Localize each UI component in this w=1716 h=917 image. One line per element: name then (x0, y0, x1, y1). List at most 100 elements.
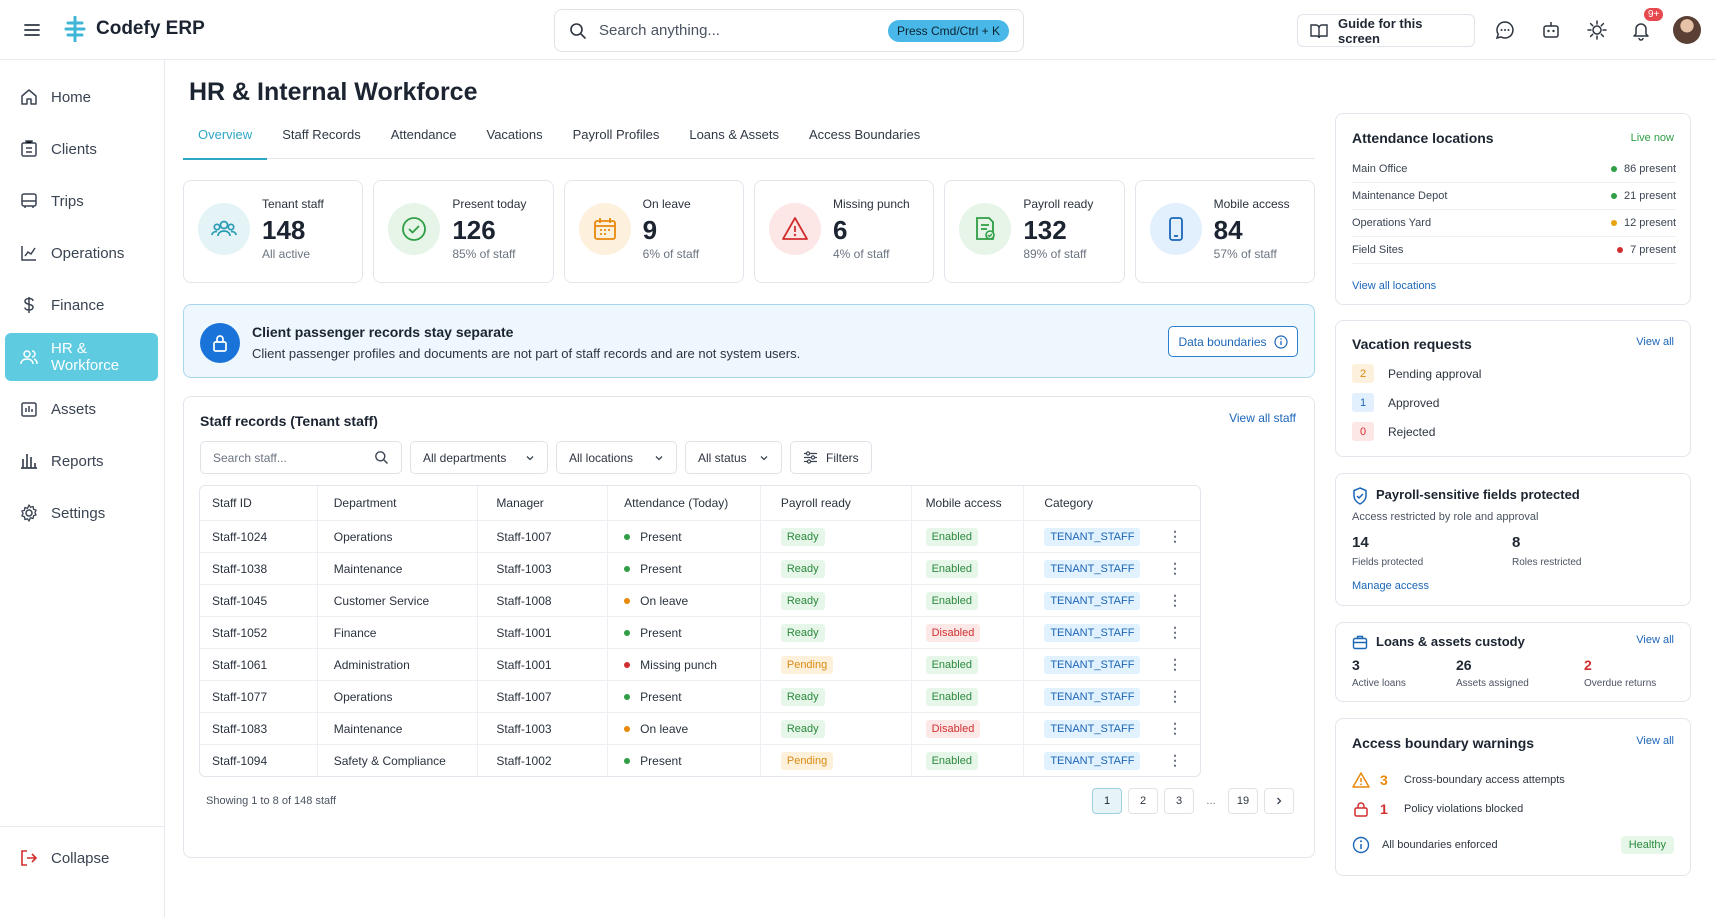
vacation-row[interactable]: 1 Approved (1352, 393, 1439, 412)
kpi-card-payroll-ready[interactable]: Payroll ready 132 89% of staff (944, 180, 1125, 283)
location-select[interactable]: All locations (556, 441, 677, 474)
status-select[interactable]: All status (685, 441, 782, 474)
table-row[interactable]: Staff-1038 Maintenance Staff-1003 Present Re… (200, 552, 1200, 584)
location-name: Field Sites (1352, 244, 1404, 256)
attendance-status: Present (640, 689, 682, 704)
kpi-sub: 89% of staff (1023, 247, 1087, 261)
brand[interactable]: Codefy ERP (64, 16, 205, 42)
sidebar-item-settings[interactable]: Settings (5, 489, 158, 537)
more-vertical-icon[interactable]: ⋮ (1168, 560, 1183, 576)
menu-icon[interactable] (22, 20, 42, 40)
page-button[interactable]: 19 (1228, 788, 1258, 814)
sidebar-item-reports[interactable]: Reports (5, 437, 158, 485)
location-row[interactable]: Field Sites 7 present (1352, 237, 1676, 264)
tab-vacations[interactable]: Vacations (486, 127, 543, 142)
cell-staff-id: Staff-1052 (200, 617, 318, 648)
manager: Staff-1003 (496, 561, 552, 576)
department: Maintenance (333, 561, 403, 576)
table-row[interactable]: Staff-1083 Maintenance Staff-1003 On leave R… (200, 712, 1200, 744)
select-value: All departments (423, 450, 507, 465)
kpi-sub: 4% of staff (832, 247, 890, 261)
page-button[interactable]: 3 (1164, 788, 1194, 814)
kpi-card-missing-punch[interactable]: Missing punch 6 4% of staff (753, 180, 935, 283)
page-button[interactable]: 1 (1092, 788, 1122, 814)
view-all-vacations-link[interactable]: View all (1636, 336, 1674, 348)
location-count: 21 present (1624, 190, 1676, 202)
chevron-down-icon (525, 453, 535, 463)
data-boundaries-button[interactable]: Data boundaries (1168, 326, 1298, 357)
avatar[interactable] (1673, 16, 1701, 44)
staff-search-input[interactable]: Search staff... (200, 441, 402, 474)
collapse-button[interactable]: Collapse (5, 834, 158, 882)
sidebar: Home Clients Trips Operations Finance HR… (0, 60, 165, 917)
more-vertical-icon[interactable]: ⋮ (1168, 752, 1183, 768)
col-header[interactable]: Category (1024, 486, 1200, 520)
more-vertical-icon[interactable]: ⋮ (1168, 624, 1183, 640)
panel-title: Attendance locations (1352, 130, 1494, 146)
global-search[interactable]: Search anything... Press Cmd/Ctrl + K (554, 9, 1024, 52)
kpi-card-on-leave[interactable]: On leave 9 6% of staff (563, 180, 744, 283)
location-row[interactable]: Operations Yard 12 present (1352, 210, 1676, 237)
sidebar-item-operations[interactable]: Operations (5, 229, 158, 277)
bot-icon[interactable] (1540, 19, 1562, 41)
bell-icon[interactable] (1630, 19, 1652, 41)
col-header[interactable]: Mobile access (912, 486, 1025, 520)
page-button[interactable]: 2 (1128, 788, 1158, 814)
location-row[interactable]: Maintenance Depot 21 present (1352, 183, 1676, 210)
warning-row[interactable]: 3 Cross-boundary access attempts (1352, 772, 1565, 788)
table-row[interactable]: Staff-1061 Administration Staff-1001 Missin… (200, 648, 1200, 680)
view-all-loans-link[interactable]: View all (1636, 634, 1674, 646)
view-all-locations-link[interactable]: View all locations (1352, 280, 1437, 292)
col-header[interactable]: Attendance (Today) (608, 486, 761, 520)
more-vertical-icon[interactable]: ⋮ (1168, 656, 1183, 672)
tab-loans-assets[interactable]: Loans & Assets (689, 127, 779, 142)
vacation-row[interactable]: 0 Rejected (1352, 422, 1435, 441)
kpi-value: 126 (452, 215, 496, 245)
sidebar-item-assets[interactable]: Assets (5, 385, 158, 433)
staff-id: Staff-1024 (212, 529, 268, 544)
tab-staff-records[interactable]: Staff Records (282, 127, 361, 142)
kpi-card-mobile-access[interactable]: Mobile access 84 57% of staff (1134, 180, 1315, 283)
more-vertical-icon[interactable]: ⋮ (1168, 528, 1183, 544)
mobile-badge: Disabled (925, 719, 981, 738)
table-row[interactable]: Staff-1045 Customer Service Staff-1008 On l… (200, 584, 1200, 616)
assets-icon (19, 399, 39, 419)
shortcut-hint: Press Cmd/Ctrl + K (887, 19, 1009, 42)
sidebar-item-trips[interactable]: Trips (5, 177, 158, 225)
filters-button[interactable]: Filters (790, 441, 872, 474)
table-row[interactable]: Staff-1094 Safety & Compliance Staff-1002 P… (200, 744, 1200, 776)
tab-attendance[interactable]: Attendance (390, 127, 457, 142)
table-row[interactable]: Staff-1052 Finance Staff-1001 Present Ready D… (200, 616, 1200, 648)
sidebar-item-finance[interactable]: Finance (5, 281, 158, 329)
col-header[interactable]: Department (318, 486, 479, 520)
department-select[interactable]: All departments (410, 441, 548, 474)
theme-sun-icon[interactable] (1586, 19, 1608, 41)
table-row[interactable]: Staff-1024 Operations Staff-1007 Present Rea… (200, 520, 1200, 552)
sidebar-item-home[interactable]: Home (5, 73, 158, 121)
more-vertical-icon[interactable]: ⋮ (1168, 592, 1183, 608)
sidebar-item-hr-workforce[interactable]: HR & Workforce (5, 333, 158, 381)
location-row[interactable]: Main Office 86 present (1352, 156, 1676, 183)
kpi-card-tenant-staff[interactable]: Tenant staff 148 All active (183, 180, 364, 283)
col-header[interactable]: Payroll ready (761, 486, 912, 520)
kpi-card-present-today[interactable]: Present today 126 85% of staff (373, 180, 554, 283)
manager: Staff-1003 (496, 721, 552, 736)
guide-button[interactable]: Guide for this screen (1297, 14, 1475, 47)
col-header[interactable]: Manager (478, 486, 609, 520)
kpi-sub: 85% of staff (452, 247, 516, 261)
view-all-warnings-link[interactable]: View all (1636, 735, 1674, 747)
manage-access-link[interactable]: Manage access (1352, 580, 1430, 592)
tab-access-boundaries[interactable]: Access Boundaries (808, 127, 921, 142)
chat-icon[interactable] (1494, 19, 1516, 41)
tab-payroll-profiles[interactable]: Payroll Profiles (572, 127, 660, 142)
table-row[interactable]: Staff-1077 Operations Staff-1007 Present Rea… (200, 680, 1200, 712)
more-vertical-icon[interactable]: ⋮ (1168, 688, 1183, 704)
more-vertical-icon[interactable]: ⋮ (1168, 720, 1183, 736)
sidebar-item-clients[interactable]: Clients (5, 125, 158, 173)
view-all-staff-link[interactable]: View all staff (1229, 411, 1296, 425)
tab-overview[interactable]: Overview (183, 123, 268, 160)
next-page-button[interactable] (1264, 788, 1294, 814)
warning-row[interactable]: 1 Policy violations blocked (1352, 801, 1523, 817)
vacation-row[interactable]: 2 Pending approval (1352, 364, 1481, 383)
col-header[interactable]: Staff ID (200, 486, 318, 520)
